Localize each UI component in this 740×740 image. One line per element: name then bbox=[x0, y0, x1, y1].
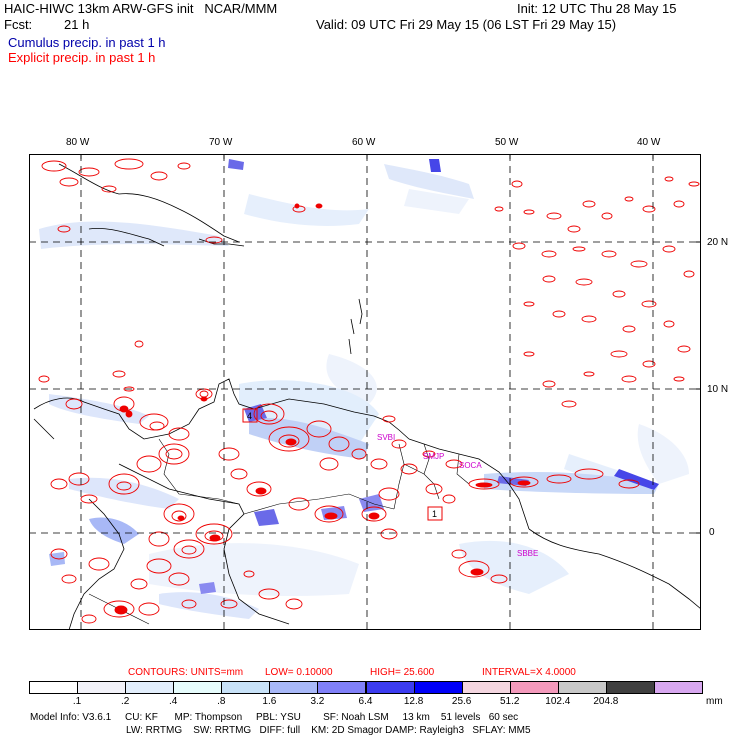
lat-label-0: 0 bbox=[709, 527, 715, 538]
forecast-hour: 21 h bbox=[64, 17, 90, 32]
model-info-line-2: LW: RRTMG SW: RRTMG DIFF: full KM: 2D Sm… bbox=[126, 725, 531, 736]
legend-swatch bbox=[365, 681, 415, 694]
legend-swatch bbox=[509, 681, 559, 694]
legend-swatch bbox=[269, 681, 319, 694]
marker-boxes: 4 1 bbox=[242, 408, 443, 521]
legend-label: 1.6 bbox=[262, 696, 277, 707]
legend-swatch bbox=[605, 681, 655, 694]
legend-swatch bbox=[125, 681, 175, 694]
cumulus-legend-label: Cumulus precip. in past 1 h bbox=[8, 35, 166, 50]
contour-interval: INTERVAL=X 4.0000 bbox=[482, 667, 576, 678]
marker-box-1-label: 1 bbox=[432, 509, 437, 519]
legend-swatch bbox=[461, 681, 511, 694]
lon-label-50w: 50 W bbox=[495, 137, 519, 148]
contour-units: CONTOURS: UNITS=mm bbox=[128, 667, 244, 678]
init-time: Init: 12 UTC Thu 28 May 15 bbox=[517, 1, 677, 16]
legend-swatch bbox=[653, 681, 703, 694]
legend-swatch bbox=[413, 681, 463, 694]
lat-label-20n: 20 N bbox=[707, 237, 729, 248]
model-info-line-1: Model Info: V3.6.1 CU: KF MP: Thompson P… bbox=[30, 712, 519, 723]
station-label-smjp: SMJP bbox=[423, 452, 444, 461]
station-label-soca: SOCA bbox=[459, 461, 482, 470]
legend-swatch bbox=[557, 681, 607, 694]
legend-label: 3.2 bbox=[310, 696, 325, 707]
map-frame bbox=[29, 154, 701, 630]
legend-swatch bbox=[221, 681, 271, 694]
legend-label: 204.8 bbox=[593, 696, 619, 707]
lon-label-60w: 60 W bbox=[352, 137, 376, 148]
legend-swatch bbox=[77, 681, 127, 694]
explicit-legend-label: Explicit precip. in past 1 h bbox=[8, 50, 156, 65]
station-label-sbbe: SBBE bbox=[517, 549, 538, 558]
coastlines bbox=[33, 163, 701, 630]
lon-label-80w: 80 W bbox=[66, 137, 90, 148]
contour-high: HIGH= 25.600 bbox=[370, 667, 435, 678]
legend-label: .4 bbox=[169, 696, 178, 707]
lat-lon-grid bbox=[29, 154, 701, 630]
legend-label: 102.4 bbox=[545, 696, 571, 707]
legend-unit: mm bbox=[706, 696, 723, 707]
marker-box-4 bbox=[242, 408, 258, 423]
legend-label: 51.2 bbox=[499, 696, 520, 707]
valid-time: Valid: 09 UTC Fri 29 May 15 (06 LST Fri … bbox=[316, 17, 617, 32]
legend-label: 25.6 bbox=[451, 696, 472, 707]
model-title: HAIC-HIWC 13km ARW-GFS init NCAR/MMM bbox=[4, 1, 278, 16]
legend-label: 12.8 bbox=[403, 696, 424, 707]
marker-box-1 bbox=[427, 506, 443, 521]
station-label-svbi: SVBI bbox=[377, 433, 395, 442]
lon-label-70w: 70 W bbox=[209, 137, 233, 148]
marker-box-4-label: 4 bbox=[247, 411, 252, 421]
station-labels: SVBI SMJP SOCA SBBE bbox=[377, 433, 538, 558]
legend-label: .8 bbox=[217, 696, 226, 707]
explicit-precip-contours bbox=[38, 158, 700, 624]
forecast-label: Fcst: bbox=[4, 17, 33, 32]
lat-label-10n: 10 N bbox=[707, 384, 729, 395]
legend-label: .1 bbox=[72, 696, 82, 707]
precipitation-map: SVBI SMJP SOCA SBBE 4 1 bbox=[29, 154, 701, 630]
legend-label: .2 bbox=[120, 696, 130, 707]
legend-label: 6.4 bbox=[358, 696, 373, 707]
lon-label-40w: 40 W bbox=[637, 137, 661, 148]
contour-low: LOW= 0.10000 bbox=[265, 667, 333, 678]
legend-swatch bbox=[173, 681, 223, 694]
legend-swatch bbox=[317, 681, 367, 694]
legend-swatch bbox=[29, 681, 79, 694]
